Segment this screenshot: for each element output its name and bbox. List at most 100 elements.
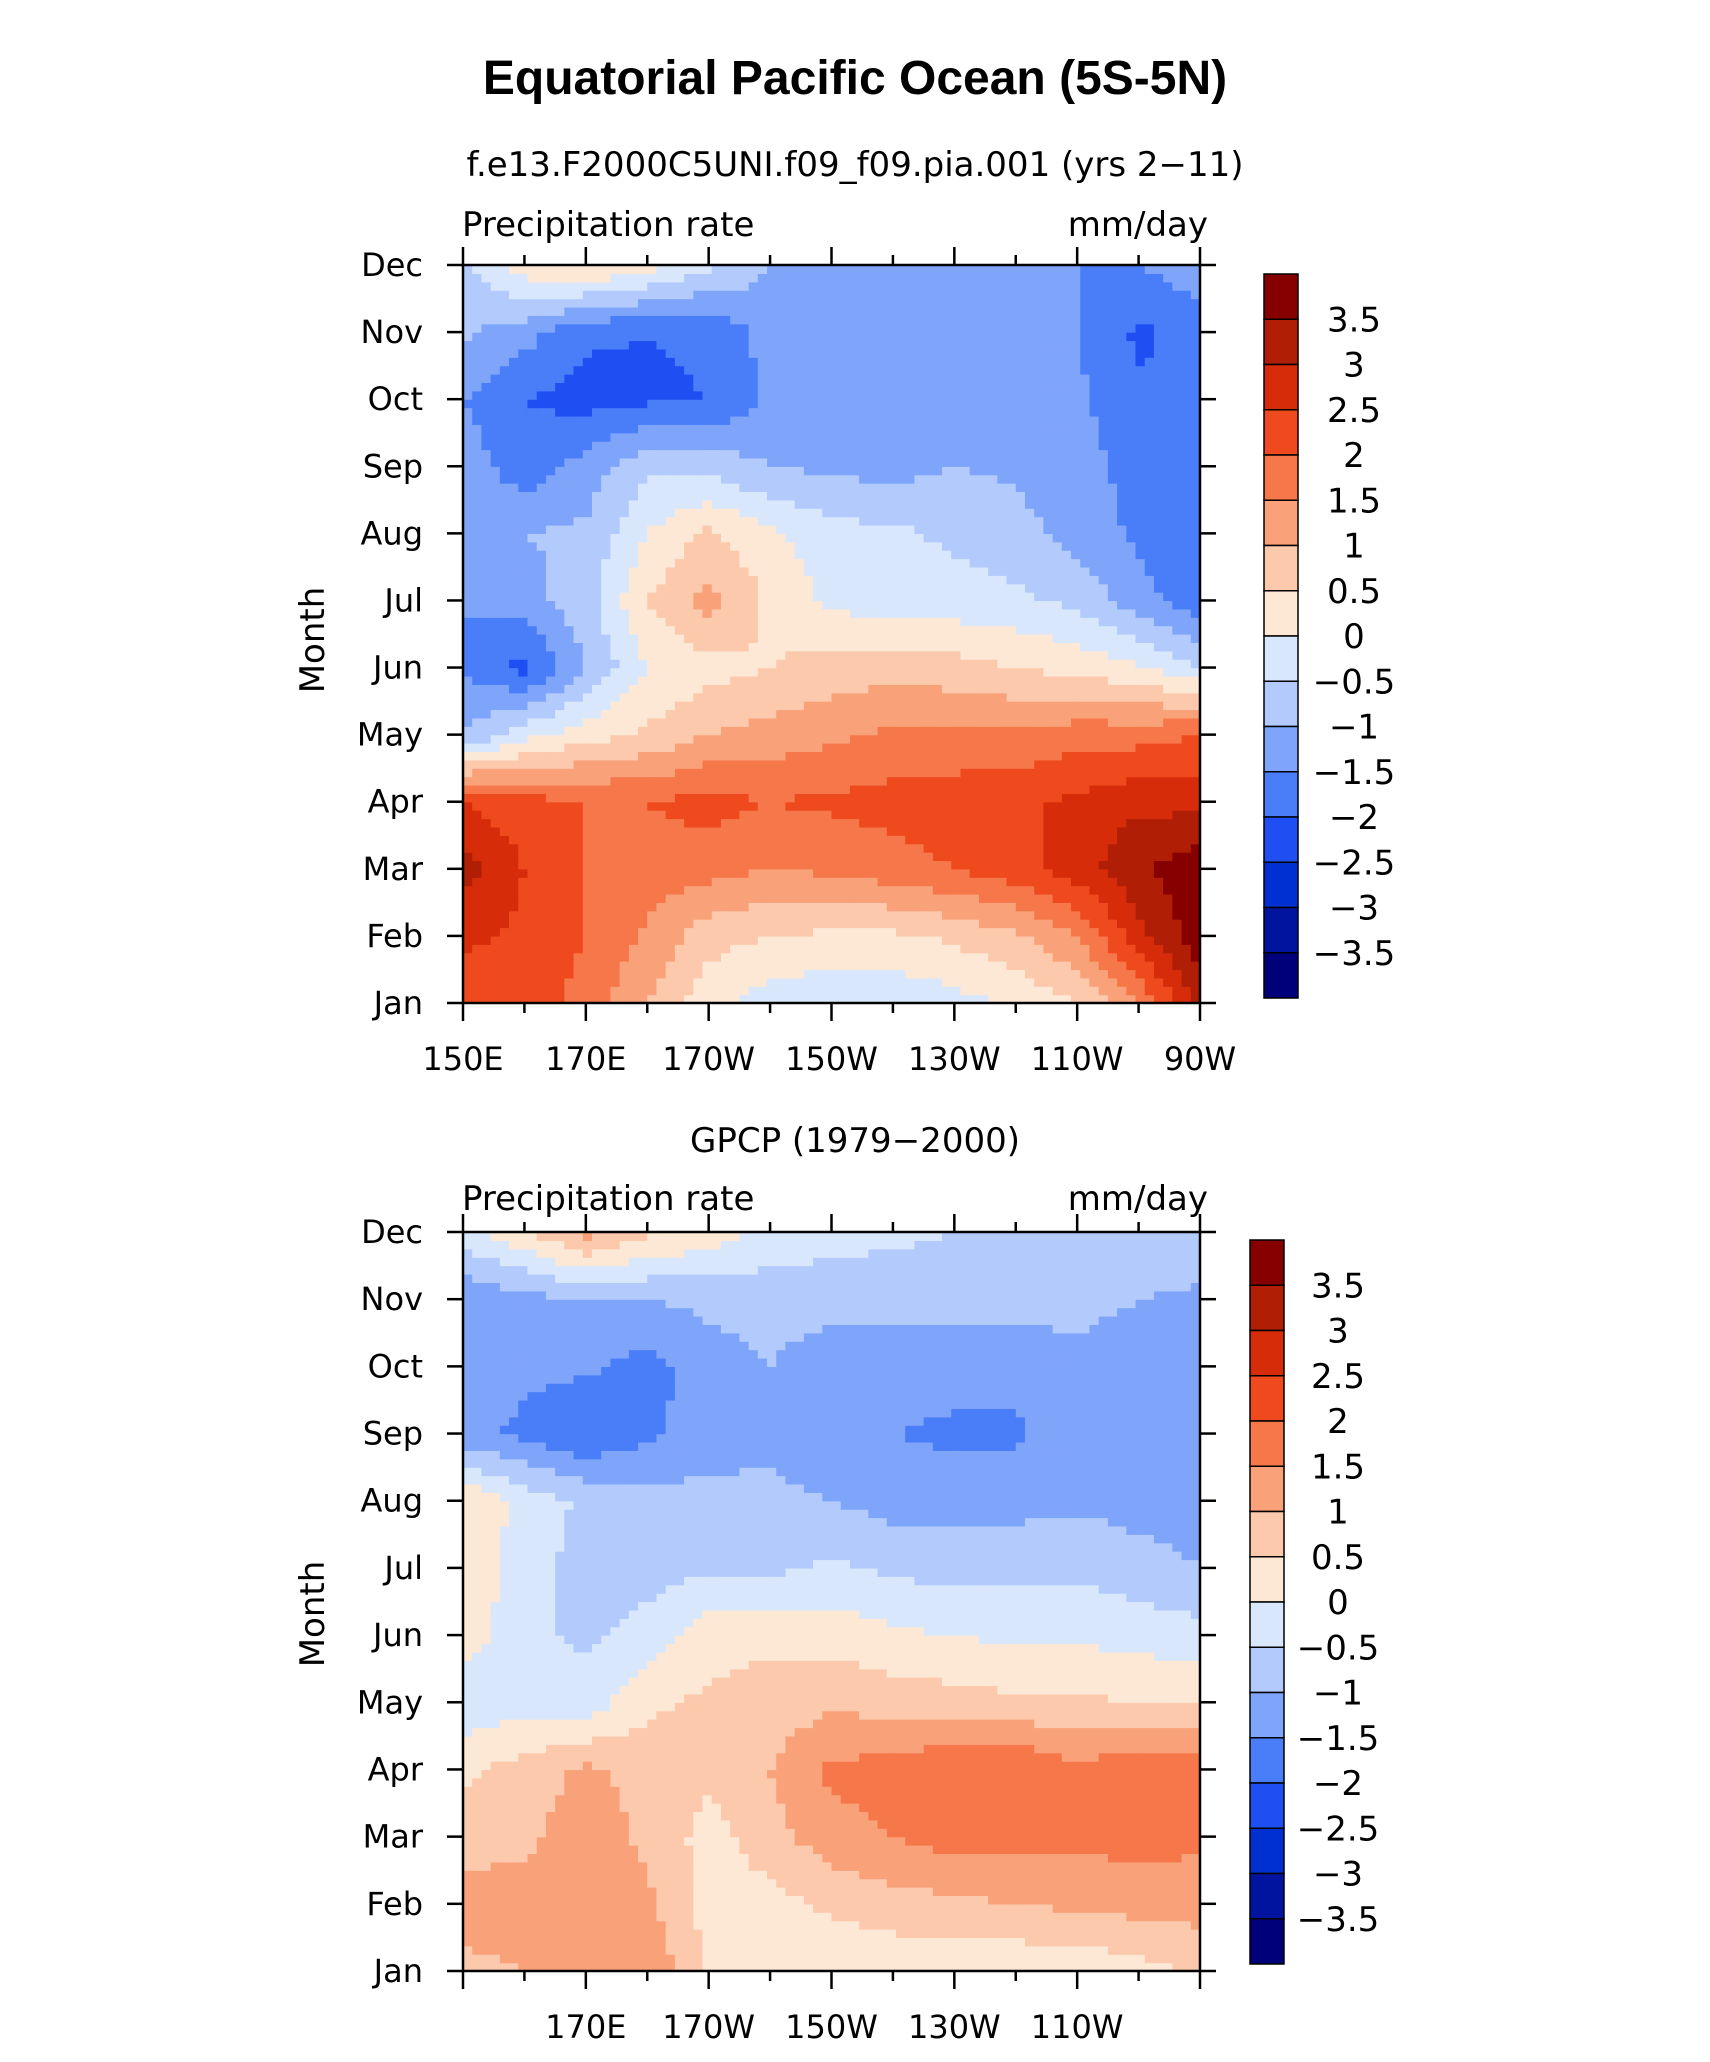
field-cell xyxy=(555,986,565,996)
field-cell xyxy=(997,751,1008,761)
field-cell xyxy=(665,483,676,493)
field-cell xyxy=(573,692,584,702)
field-cell xyxy=(757,717,768,727)
field-cell xyxy=(527,818,538,828)
field-cell xyxy=(886,508,897,518)
field-cell xyxy=(997,667,1008,677)
field-cell xyxy=(555,491,565,501)
field-cell xyxy=(932,885,943,895)
field-cell xyxy=(564,751,575,761)
field-cell xyxy=(463,860,473,870)
field-cell xyxy=(767,684,777,694)
field-cell xyxy=(951,877,962,887)
field-cell xyxy=(1043,969,1054,979)
field-cell xyxy=(601,826,611,836)
field-cell xyxy=(1172,583,1183,593)
field-cell xyxy=(665,902,676,912)
field-cell xyxy=(1080,541,1091,551)
field-cell xyxy=(499,491,510,501)
field-cell xyxy=(969,935,980,945)
field-cell xyxy=(601,474,611,484)
field-cell xyxy=(868,483,879,493)
field-cell xyxy=(693,835,704,845)
field-cell xyxy=(859,617,869,627)
field-cell xyxy=(619,474,630,484)
field-cell xyxy=(499,843,510,853)
field-cell xyxy=(877,684,888,694)
field-cell xyxy=(656,575,667,585)
field-cell xyxy=(1015,701,1026,711)
field-cell xyxy=(1043,516,1054,526)
field-cell xyxy=(1080,935,1091,945)
field-cell xyxy=(555,860,565,870)
field-cell xyxy=(1153,910,1164,920)
field-cell xyxy=(905,768,916,778)
field-cell xyxy=(739,877,750,887)
field-cell xyxy=(463,508,473,518)
field-cell xyxy=(1107,659,1118,669)
field-cell xyxy=(536,768,547,778)
field-cell xyxy=(1107,709,1118,719)
field-cell xyxy=(527,533,538,543)
field-cell xyxy=(1135,617,1146,627)
field-cell xyxy=(914,541,925,551)
panel-model-ylabel: Month xyxy=(293,587,333,694)
field-cell xyxy=(1080,743,1091,753)
field-cell xyxy=(1061,751,1072,761)
field-cell xyxy=(582,600,593,610)
field-cell xyxy=(1052,600,1063,610)
field-cell xyxy=(555,650,565,660)
field-cell xyxy=(840,524,851,534)
field-cell xyxy=(1043,776,1054,786)
field-cell xyxy=(481,994,492,1004)
field-cell xyxy=(1135,600,1146,610)
field-cell xyxy=(1172,793,1183,803)
field-cell xyxy=(822,734,833,744)
field-cell xyxy=(647,784,658,794)
field-cell xyxy=(868,516,879,526)
field-cell xyxy=(1107,784,1118,794)
field-cell xyxy=(1107,793,1118,803)
field-cell xyxy=(877,608,888,618)
field-cell xyxy=(619,617,630,627)
field-cell xyxy=(472,491,483,501)
field-cell xyxy=(1089,533,1100,543)
field-cell xyxy=(1098,541,1109,551)
field-cell xyxy=(684,919,694,929)
field-cell xyxy=(1061,877,1072,887)
field-cell xyxy=(610,969,621,979)
field-cell xyxy=(1126,826,1137,836)
field-cell xyxy=(1181,877,1192,887)
field-cell xyxy=(527,592,538,602)
field-cell xyxy=(674,868,685,878)
field-cell xyxy=(978,684,989,694)
field-cell xyxy=(776,919,787,929)
field-cell xyxy=(785,608,796,618)
field-cell xyxy=(555,541,565,551)
field-cell xyxy=(638,684,648,694)
field-cell xyxy=(905,944,916,954)
field-cell xyxy=(1107,818,1118,828)
field-cell xyxy=(785,977,796,987)
field-cell xyxy=(555,776,565,786)
field-cell xyxy=(573,986,584,996)
field-cell xyxy=(951,508,962,518)
field-cell xyxy=(1089,810,1100,820)
field-cell xyxy=(564,734,575,744)
field-cell xyxy=(665,860,676,870)
field-cell xyxy=(969,617,980,627)
field-cell xyxy=(803,726,814,736)
field-cell xyxy=(720,910,731,920)
field-cell xyxy=(481,566,492,576)
field-cell xyxy=(555,759,565,769)
field-cell xyxy=(656,608,667,618)
field-cell xyxy=(997,491,1008,501)
field-cell xyxy=(757,483,768,493)
field-cell xyxy=(1190,491,1201,501)
field-cell xyxy=(1181,818,1192,828)
field-cell xyxy=(859,793,869,803)
field-cell xyxy=(794,524,805,534)
field-cell xyxy=(895,558,906,568)
field-cell xyxy=(591,508,602,518)
field-cell xyxy=(601,709,611,719)
